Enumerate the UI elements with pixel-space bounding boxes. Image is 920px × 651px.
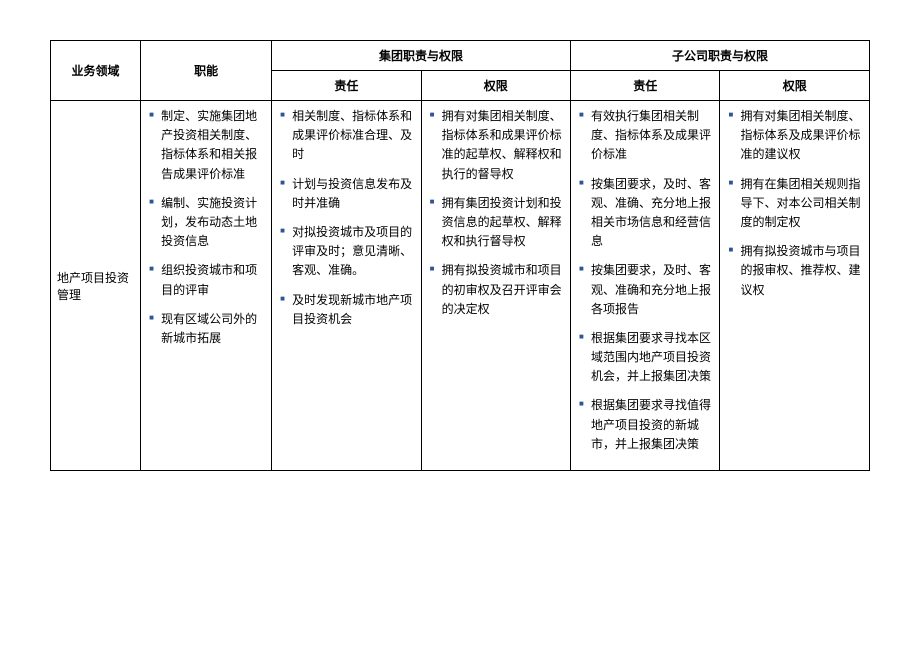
header-group-authority: 权限 [421, 71, 570, 101]
header-subsidiary: 子公司职责与权限 [571, 41, 870, 71]
list-item: 编制、实施投资计划，发布动态土地投资信息 [149, 194, 263, 252]
header-sub-responsibility: 责任 [571, 71, 720, 101]
list-item: 根据集团要求寻找值得地产项目投资的新城市，并上报集团决策 [579, 396, 711, 454]
list-item: 对拟投资城市及项目的评审及时；意见清晰、客观、准确。 [280, 223, 412, 281]
cell-sub-authority: 拥有对集团相关制度、指标体系及成果评价标准的建议权拥有在集团相关规则指导下、对本… [720, 101, 870, 471]
list-item: 拥有拟投资城市与项目的报审权、推荐权、建议权 [728, 242, 861, 300]
header-sub-authority: 权限 [720, 71, 870, 101]
cell-function: 制定、实施集团地产投资相关制度、指标体系和相关报告成果评价标准编制、实施投资计划… [141, 101, 272, 471]
header-function: 职能 [141, 41, 272, 101]
group-responsibility-list: 相关制度、指标体系和成果评价标准合理、及时计划与投资信息发布及时并准确对拟投资城… [280, 107, 412, 329]
header-group-responsibility: 责任 [272, 71, 421, 101]
list-item: 根据集团要求寻找本区域范围内地产项目投资机会，并上报集团决策 [579, 329, 711, 387]
cell-group-authority: 拥有对集团相关制度、指标体系和成果评价标准的起草权、解释权和执行的督导权拥有集团… [421, 101, 570, 471]
group-authority-list: 拥有对集团相关制度、指标体系和成果评价标准的起草权、解释权和执行的督导权拥有集团… [430, 107, 562, 319]
responsibility-matrix-table: 业务领域 职能 集团职责与权限 子公司职责与权限 责任 权限 责任 权限 地产项… [50, 40, 870, 471]
list-item: 拥有对集团相关制度、指标体系和成果评价标准的起草权、解释权和执行的督导权 [430, 107, 562, 184]
cell-group-responsibility: 相关制度、指标体系和成果评价标准合理、及时计划与投资信息发布及时并准确对拟投资城… [272, 101, 421, 471]
list-item: 及时发现新城市地产项目投资机会 [280, 291, 412, 329]
header-group: 集团职责与权限 [272, 41, 571, 71]
list-item: 按集团要求，及时、客观、准确、充分地上报相关市场信息和经营信息 [579, 175, 711, 252]
list-item: 制定、实施集团地产投资相关制度、指标体系和相关报告成果评价标准 [149, 107, 263, 184]
list-item: 相关制度、指标体系和成果评价标准合理、及时 [280, 107, 412, 165]
cell-domain: 地产项目投资管理 [51, 101, 141, 471]
header-domain: 业务领域 [51, 41, 141, 101]
list-item: 拥有在集团相关规则指导下、对本公司相关制度的制定权 [728, 175, 861, 233]
cell-sub-responsibility: 有效执行集团相关制度、指标体系及成果评价标准按集团要求，及时、客观、准确、充分地… [571, 101, 720, 471]
list-item: 拥有对集团相关制度、指标体系及成果评价标准的建议权 [728, 107, 861, 165]
function-list: 制定、实施集团地产投资相关制度、指标体系和相关报告成果评价标准编制、实施投资计划… [149, 107, 263, 348]
list-item: 拥有集团投资计划和投资信息的起草权、解释权和执行督导权 [430, 194, 562, 252]
list-item: 有效执行集团相关制度、指标体系及成果评价标准 [579, 107, 711, 165]
list-item: 按集团要求，及时、客观、准确和充分地上报各项报告 [579, 261, 711, 319]
list-item: 计划与投资信息发布及时并准确 [280, 175, 412, 213]
list-item: 组织投资城市和项目的评审 [149, 261, 263, 299]
list-item: 拥有拟投资城市和项目的初审权及召开评审会的决定权 [430, 261, 562, 319]
sub-responsibility-list: 有效执行集团相关制度、指标体系及成果评价标准按集团要求，及时、客观、准确、充分地… [579, 107, 711, 454]
sub-authority-list: 拥有对集团相关制度、指标体系及成果评价标准的建议权拥有在集团相关规则指导下、对本… [728, 107, 861, 300]
list-item: 现有区域公司外的新城市拓展 [149, 310, 263, 348]
table-row: 地产项目投资管理 制定、实施集团地产投资相关制度、指标体系和相关报告成果评价标准… [51, 101, 870, 471]
